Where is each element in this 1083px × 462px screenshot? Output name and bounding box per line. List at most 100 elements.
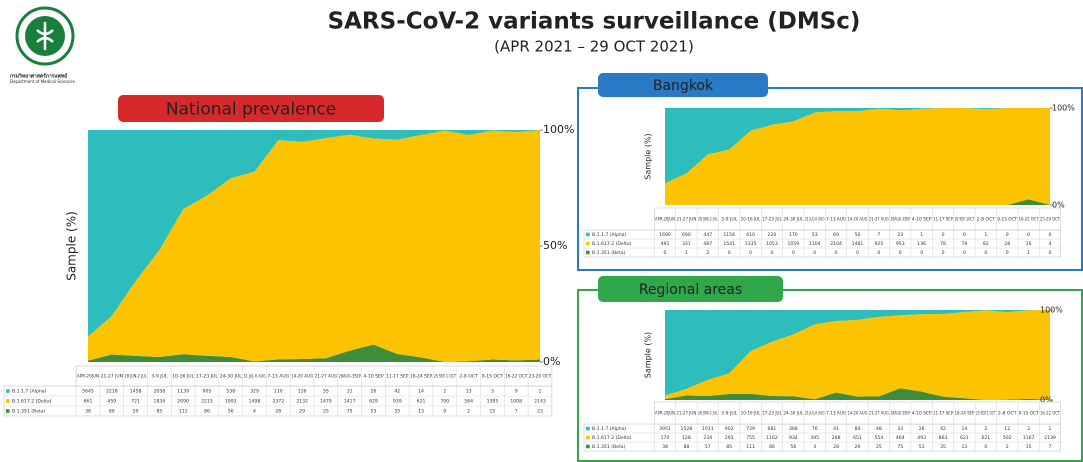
table-cell: 86 bbox=[769, 444, 775, 450]
column-header: 11-17 SEP bbox=[933, 217, 953, 223]
column-header: 31 JUL-6 AUG bbox=[243, 374, 266, 380]
table-cell: 14 bbox=[962, 426, 968, 432]
table-cell: 170 bbox=[661, 435, 670, 441]
table-cell: 491 bbox=[661, 241, 670, 247]
column-header: 14-20 AUG bbox=[848, 217, 868, 223]
table-cell: 459 bbox=[107, 399, 116, 405]
legend-label: B.1.351 (Beta) bbox=[592, 444, 626, 450]
table-cell: 902 bbox=[725, 426, 734, 432]
table-cell: 1395 bbox=[487, 399, 499, 405]
column-header: 28AUG-3SEP bbox=[890, 411, 910, 417]
legend-label: B.1.617.2 (Delta) bbox=[592, 241, 632, 247]
column-header: 16-22 OCT bbox=[1040, 411, 1060, 417]
table-cell: 220 bbox=[768, 232, 777, 238]
title: SARS-CoV-2 variants surveillance (DMSc) bbox=[328, 9, 861, 35]
column-header: 14-20 AUG bbox=[848, 411, 868, 417]
column-header: 28AUG-3SEP bbox=[890, 217, 910, 223]
table-cell: 0 bbox=[1006, 232, 1009, 238]
legend-swatch bbox=[586, 435, 590, 440]
column-header: 18 SEP-1OCT bbox=[955, 217, 975, 223]
table-cell: 0 bbox=[664, 250, 667, 256]
y-tick-label: 100% bbox=[1040, 306, 1063, 315]
table-cell: 4 bbox=[813, 444, 816, 450]
table-cell: 621 bbox=[417, 399, 426, 405]
table-cell: 1139 bbox=[177, 389, 189, 395]
table-cell: 293 bbox=[725, 435, 734, 441]
legend-label: B.1.617.2 (Delta) bbox=[592, 435, 632, 441]
table-cell: 13 bbox=[418, 409, 424, 415]
table-cell: 2104 bbox=[830, 241, 842, 247]
area bbox=[665, 310, 1050, 396]
column-header: 16-22 OCT bbox=[1019, 217, 1039, 223]
table bbox=[583, 423, 1061, 452]
table-cell: 0 bbox=[984, 444, 987, 450]
table-cell: 690 bbox=[682, 232, 691, 238]
table-cell: 85 bbox=[726, 444, 732, 450]
table-cell: 0 bbox=[770, 250, 773, 256]
table-cell: 82 bbox=[983, 241, 989, 247]
table-cell: 4 bbox=[1049, 241, 1052, 247]
table-cell: 4 bbox=[253, 409, 256, 415]
table-cell: 1 bbox=[539, 389, 542, 395]
bangkok-frame bbox=[577, 87, 1083, 271]
y-tick-label: 0% bbox=[1052, 201, 1065, 210]
y-tick-label: 100% bbox=[543, 123, 574, 136]
column-header: 7-13 AUG bbox=[826, 411, 846, 417]
table-cell: 1059 bbox=[787, 241, 799, 247]
table-cell: 2132 bbox=[296, 399, 308, 405]
table-cell: 0 bbox=[920, 250, 923, 256]
logo-subtext: Department of Medical Sciences bbox=[10, 79, 75, 84]
table-cell: 0 bbox=[1006, 250, 1009, 256]
table-cell: 721 bbox=[131, 399, 140, 405]
column-header: 21-27 JUN bbox=[101, 374, 123, 380]
legend-label: B.1.1.7 (Alpha) bbox=[12, 389, 47, 395]
table-cell: 69 bbox=[833, 232, 839, 238]
column-header: 31 JUL-6 AUG bbox=[805, 411, 825, 417]
table-cell: 1690 bbox=[659, 232, 671, 238]
table-cell: 15 bbox=[1026, 444, 1032, 450]
table-cell: 14 bbox=[418, 389, 424, 395]
logo-icon bbox=[36, 22, 54, 50]
column-header: 18-24 SEP bbox=[955, 411, 975, 417]
table-cell: 464 bbox=[896, 435, 905, 441]
panel-label bbox=[118, 95, 384, 122]
table-cell: 1528 bbox=[681, 426, 693, 432]
table-cell: 0 bbox=[899, 250, 902, 256]
table-cell: 729 bbox=[746, 426, 755, 432]
column-header: 25 SEP-1 OCT bbox=[976, 411, 996, 417]
column-header: 3-9 JUL bbox=[721, 217, 738, 223]
table-cell: 128 bbox=[682, 435, 691, 441]
table-cell: 554 bbox=[874, 435, 883, 441]
panel-title: Regional areas bbox=[639, 282, 742, 298]
table-cell: 88 bbox=[683, 444, 689, 450]
area bbox=[665, 108, 1050, 184]
y-tick-label: 50% bbox=[543, 239, 567, 252]
legend-swatch bbox=[586, 241, 590, 246]
column-header: 9-15 OCT bbox=[997, 217, 1017, 223]
table-cell: 0 bbox=[1027, 232, 1030, 238]
column-header: 4-10 SEP bbox=[912, 217, 932, 223]
table-cell: 493 bbox=[917, 435, 926, 441]
panel-title: Bangkok bbox=[653, 78, 714, 94]
table-cell: 79 bbox=[962, 241, 968, 247]
table-cell: 0 bbox=[942, 232, 945, 238]
table-cell: 331 bbox=[682, 241, 691, 247]
table-cell: 7 bbox=[1049, 444, 1052, 450]
table-cell: 53 bbox=[371, 409, 377, 415]
column-header: APR-20JUN bbox=[655, 217, 675, 223]
table-cell: 53 bbox=[919, 444, 925, 450]
table-cell: 939 bbox=[393, 399, 402, 405]
area bbox=[88, 344, 540, 362]
column-header: 21-27 AUG bbox=[869, 411, 889, 417]
table-cell: 5645 bbox=[82, 389, 94, 395]
table-cell: 59 bbox=[133, 409, 139, 415]
table-cell: 26 bbox=[919, 426, 925, 432]
column-header: 31 JUL-6 AUG bbox=[805, 217, 825, 223]
table-cell: 2215 bbox=[201, 399, 213, 405]
table-cell: 50 bbox=[855, 232, 861, 238]
table-cell: 55 bbox=[323, 389, 329, 395]
table-cell: 85 bbox=[156, 409, 162, 415]
panel-label bbox=[598, 276, 783, 302]
legend-swatch bbox=[586, 444, 590, 449]
